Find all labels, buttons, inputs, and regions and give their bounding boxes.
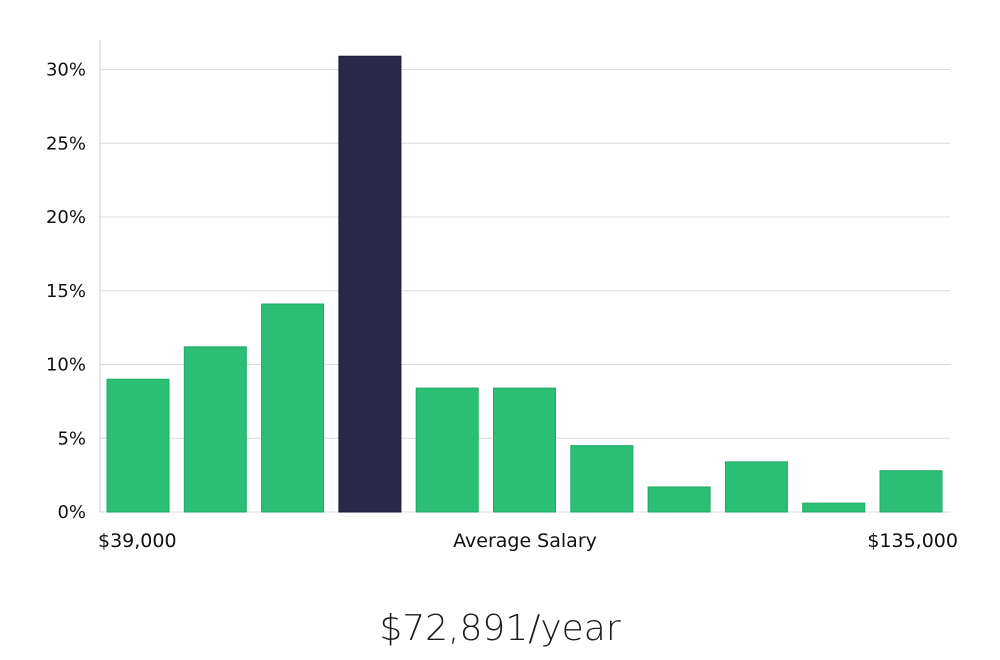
bar <box>570 445 634 513</box>
bar <box>106 378 170 513</box>
bar <box>493 387 556 513</box>
y-tick-label: 15% <box>46 281 86 302</box>
y-tick-label: 0% <box>57 502 86 523</box>
bar <box>879 470 943 513</box>
salary-histogram: 0% 5% 10% 15% 20% 25% 30% $39,000 Average Sala… <box>46 40 958 552</box>
y-tick-label: 25% <box>46 133 86 154</box>
y-tick-label: 20% <box>46 207 86 228</box>
bar <box>724 461 788 513</box>
y-tick-label: 10% <box>46 355 86 376</box>
bars <box>106 55 943 513</box>
y-tick-label: 30% <box>46 60 86 81</box>
bar <box>802 502 866 513</box>
bar-average-salary <box>338 55 402 513</box>
bar <box>415 387 479 513</box>
bar <box>183 346 247 513</box>
bar <box>647 486 711 513</box>
x-axis-center-label: Average Salary <box>453 530 597 552</box>
y-tick-label: 5% <box>57 428 86 449</box>
bar <box>261 303 325 513</box>
average-salary-value: $72,891/year <box>379 608 621 649</box>
y-axis-ticks: 0% 5% 10% 15% 20% 25% 30% <box>46 60 86 524</box>
x-axis-min-label: $39,000 <box>98 530 177 552</box>
x-axis-max-label: $135,000 <box>867 530 958 552</box>
